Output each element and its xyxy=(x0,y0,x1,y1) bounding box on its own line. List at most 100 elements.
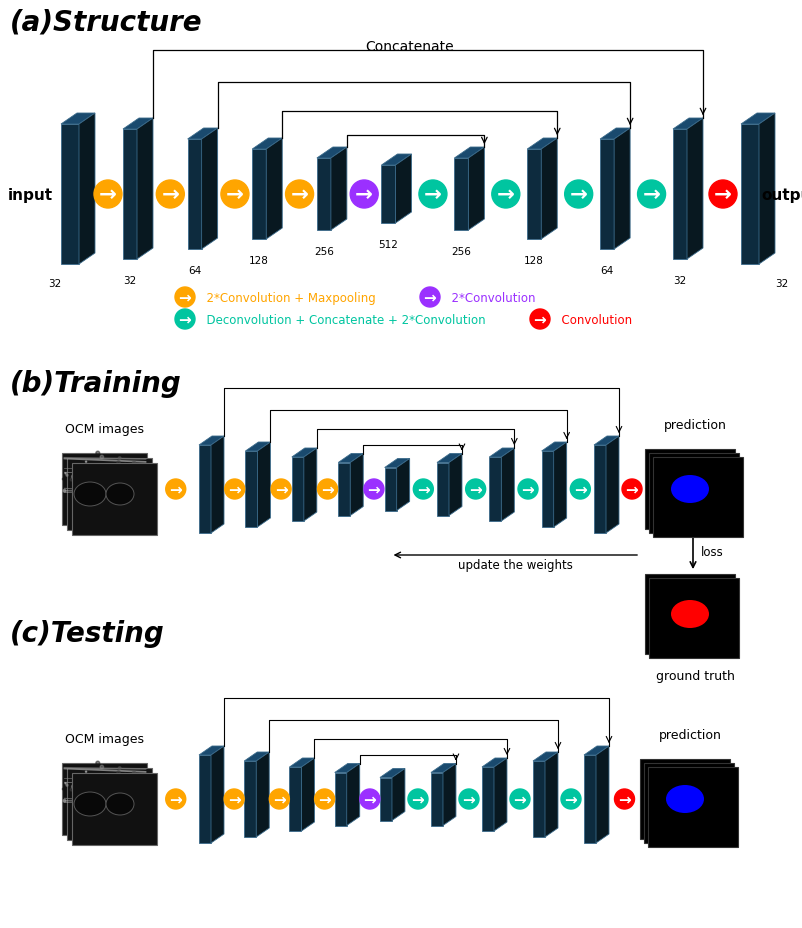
Circle shape xyxy=(95,761,99,766)
Circle shape xyxy=(105,811,109,815)
Circle shape xyxy=(92,512,95,515)
Circle shape xyxy=(459,789,478,809)
Polygon shape xyxy=(740,114,774,125)
Circle shape xyxy=(129,483,133,486)
Text: 32: 32 xyxy=(124,276,136,286)
Text: Convolution: Convolution xyxy=(553,313,631,326)
Text: 256: 256 xyxy=(451,247,471,257)
Text: 32: 32 xyxy=(774,278,788,289)
Circle shape xyxy=(165,480,185,499)
Circle shape xyxy=(71,785,76,790)
Bar xyxy=(648,578,738,658)
Text: →: → xyxy=(318,792,330,806)
Polygon shape xyxy=(188,129,217,140)
Text: ground truth: ground truth xyxy=(654,669,734,682)
Polygon shape xyxy=(211,436,224,534)
Circle shape xyxy=(94,181,122,209)
Polygon shape xyxy=(303,448,317,522)
Circle shape xyxy=(117,771,120,774)
Polygon shape xyxy=(448,454,461,516)
Polygon shape xyxy=(289,758,314,767)
Circle shape xyxy=(156,181,184,209)
Bar xyxy=(648,454,738,534)
Text: →: → xyxy=(225,185,244,205)
Bar xyxy=(63,763,148,835)
Circle shape xyxy=(70,789,73,792)
Bar xyxy=(123,130,137,260)
Circle shape xyxy=(66,475,68,477)
Polygon shape xyxy=(266,139,282,239)
Text: (a)Structure: (a)Structure xyxy=(10,8,202,36)
Circle shape xyxy=(564,181,592,209)
Polygon shape xyxy=(317,148,346,159)
Bar xyxy=(644,574,734,654)
Circle shape xyxy=(465,480,485,499)
Circle shape xyxy=(95,517,99,521)
Polygon shape xyxy=(379,768,404,778)
Polygon shape xyxy=(553,443,566,527)
Circle shape xyxy=(77,490,79,492)
Polygon shape xyxy=(454,148,484,159)
Circle shape xyxy=(509,789,529,809)
Polygon shape xyxy=(211,746,224,844)
Text: Deconvolution + Concatenate + 2*Convolution: Deconvolution + Concatenate + 2*Convolut… xyxy=(199,313,485,326)
Text: 256: 256 xyxy=(314,247,334,257)
Text: →: → xyxy=(290,185,308,205)
Polygon shape xyxy=(256,753,269,837)
Bar xyxy=(384,468,396,511)
Circle shape xyxy=(132,461,136,464)
Bar xyxy=(599,140,614,250)
Text: loss: loss xyxy=(700,546,723,559)
Circle shape xyxy=(117,461,120,465)
Circle shape xyxy=(63,789,64,790)
Circle shape xyxy=(107,819,109,821)
Polygon shape xyxy=(334,764,359,773)
Circle shape xyxy=(569,480,589,499)
Polygon shape xyxy=(257,443,270,527)
Circle shape xyxy=(175,310,195,329)
Ellipse shape xyxy=(670,475,708,504)
Text: →: → xyxy=(618,792,630,806)
Circle shape xyxy=(76,516,78,518)
Polygon shape xyxy=(391,768,404,820)
Bar xyxy=(431,773,443,826)
Circle shape xyxy=(129,792,133,796)
Text: prediction: prediction xyxy=(658,728,720,741)
Circle shape xyxy=(99,508,102,510)
Polygon shape xyxy=(350,454,363,516)
Circle shape xyxy=(99,505,101,506)
Circle shape xyxy=(105,502,109,506)
Text: →: → xyxy=(573,482,586,497)
Text: 32: 32 xyxy=(673,276,686,286)
Polygon shape xyxy=(614,129,630,250)
Circle shape xyxy=(97,793,99,795)
Bar xyxy=(63,454,148,525)
Polygon shape xyxy=(79,114,95,264)
Circle shape xyxy=(529,310,549,329)
Bar xyxy=(199,445,211,534)
Bar xyxy=(488,458,500,522)
Circle shape xyxy=(116,478,120,482)
Polygon shape xyxy=(384,459,409,468)
Text: update the weights: update the weights xyxy=(457,559,572,572)
Polygon shape xyxy=(468,148,484,231)
Circle shape xyxy=(622,480,642,499)
Circle shape xyxy=(76,825,78,827)
Circle shape xyxy=(314,789,334,809)
Text: →: → xyxy=(642,185,660,205)
Text: →: → xyxy=(564,792,577,806)
Circle shape xyxy=(100,456,103,459)
Circle shape xyxy=(84,795,88,799)
Text: →: → xyxy=(468,482,481,497)
Circle shape xyxy=(95,452,99,456)
Polygon shape xyxy=(606,436,618,534)
Circle shape xyxy=(92,466,97,470)
Bar xyxy=(317,159,330,231)
Circle shape xyxy=(143,520,146,522)
Circle shape xyxy=(118,767,121,769)
Circle shape xyxy=(350,181,378,209)
Bar xyxy=(188,140,201,250)
Circle shape xyxy=(89,474,91,476)
Bar xyxy=(199,755,211,844)
Text: →: → xyxy=(533,312,545,328)
